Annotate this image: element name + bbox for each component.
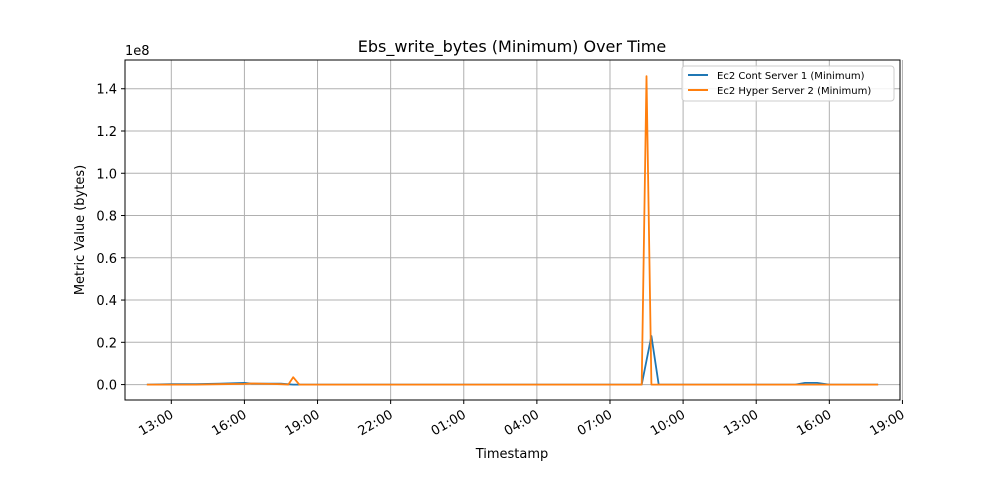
y-tick-label: 1.0 — [96, 167, 117, 182]
y-tick-label: 1.4 — [96, 83, 117, 98]
y-tick-label: 0.6 — [96, 252, 117, 267]
legend-box — [681, 65, 895, 102]
x-axis-ticks: 13:00 16:00 19:00 22:00 01:00 04:00 07:00 10:00… — [136, 400, 907, 439]
x-tick-label: 16:00 — [794, 407, 834, 439]
y-axis-label: Metric Value (bytes) — [73, 165, 88, 295]
y-scale-label: 1e8 — [125, 44, 150, 59]
series-line-1 — [146, 335, 879, 386]
y-tick-label: 0.8 — [96, 210, 117, 225]
x-tick-label: 04:00 — [502, 407, 542, 439]
x-tick-label: 22:00 — [356, 407, 396, 439]
y-tick-label: 0.0 — [96, 379, 117, 394]
x-tick-label: 10:00 — [648, 407, 688, 439]
x-tick-label: 16:00 — [209, 407, 249, 439]
x-tick-label: 13:00 — [721, 407, 761, 439]
grid-lines — [125, 60, 903, 400]
x-tick-label: 13:00 — [136, 407, 176, 439]
series-lines — [146, 75, 879, 386]
series-line-2 — [146, 75, 879, 386]
chart-title: Ebs_write_bytes (Minimum) Over Time — [358, 37, 666, 57]
plot-area-frame — [124, 59, 901, 401]
x-tick-label: 07:00 — [575, 407, 615, 439]
legend: Ec2 Cont Server 1 (Minimum) Ec2 Hyper Ser… — [681, 65, 895, 102]
x-axis-label: Timestamp — [475, 447, 549, 462]
x-tick-label: 19:00 — [867, 407, 907, 439]
legend-label: Ec2 Cont Server 1 (Minimum) — [717, 71, 865, 82]
x-tick-label: 19:00 — [283, 407, 323, 439]
y-tick-label: 0.4 — [96, 294, 117, 309]
y-tick-label: 1.2 — [96, 125, 117, 140]
y-tick-label: 0.2 — [96, 336, 117, 351]
y-axis-ticks: 0.0 0.2 0.4 0.6 0.8 1.0 1.2 1.4 — [96, 83, 125, 394]
x-tick-label: 01:00 — [429, 407, 469, 439]
legend-label: Ec2 Hyper Server 2 (Minimum) — [717, 86, 871, 97]
